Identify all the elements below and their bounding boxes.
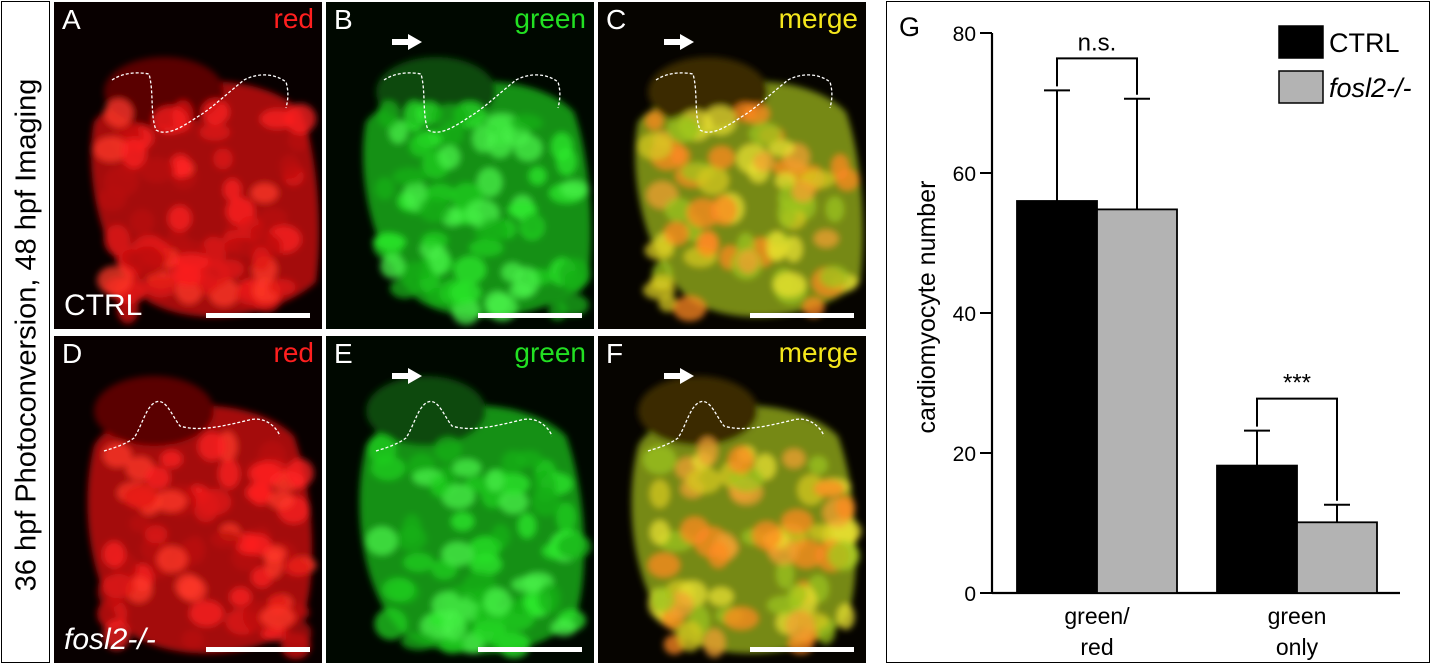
micrograph-image <box>54 2 322 329</box>
significance-bracket <box>1256 397 1338 501</box>
legend-label: fosl2-/- <box>1329 73 1412 103</box>
significance-bracket <box>1056 57 1138 95</box>
genotype-label: fosl2-/- <box>64 623 156 656</box>
panel-letter: B <box>334 4 353 35</box>
panel-letter: D <box>62 338 83 369</box>
y-tick-label: 80 <box>953 23 976 46</box>
panel-letter: E <box>334 338 353 369</box>
micrograph-image <box>598 336 866 663</box>
x-category-label: only <box>1276 634 1319 660</box>
x-category-label: green/ <box>1064 603 1130 629</box>
bar <box>1016 200 1098 594</box>
y-tick-label: 0 <box>964 583 976 606</box>
y-axis-label: cardiomyocyte number <box>913 181 941 434</box>
panel-e: E green <box>326 336 594 663</box>
panel-f: F merge <box>598 336 866 663</box>
scale-bar <box>206 647 310 652</box>
x-category-label: red <box>1080 634 1113 660</box>
panel-b: B green <box>326 2 594 329</box>
panel-c: C merge <box>598 2 866 329</box>
bar <box>1296 521 1378 594</box>
genotype-label: CTRL <box>64 289 143 322</box>
arrow-icon <box>392 34 422 50</box>
scale-bar <box>206 313 310 318</box>
scale-bar <box>750 313 854 318</box>
micrograph-image <box>54 336 322 663</box>
channel-label: merge <box>778 337 858 368</box>
bar-chart: G 0 20 40 60 80 cardiomyocyte number green/red g… <box>899 12 1412 660</box>
channel-label: red <box>273 337 314 368</box>
bar <box>1216 464 1298 594</box>
scale-bar <box>478 647 582 652</box>
panel-a: A red CTRL <box>54 2 322 329</box>
panel-letter: C <box>606 4 627 35</box>
micrograph-image <box>326 336 594 663</box>
channel-label: red <box>273 3 314 34</box>
y-tick-label: 60 <box>953 163 976 186</box>
y-tick-label: 40 <box>953 303 976 326</box>
legend-swatch <box>1278 70 1324 104</box>
micrograph-image <box>326 2 594 329</box>
scale-bar <box>478 313 582 318</box>
micrograph-image <box>598 2 866 329</box>
bar <box>1096 208 1178 594</box>
side-label-box: 36 hpf Photoconversion, 48 hpf Imaging <box>1 1 50 663</box>
y-tick-label: 20 <box>953 443 976 466</box>
significance-label: *** <box>1283 370 1311 397</box>
channel-label: green <box>514 3 586 34</box>
panel-letter: A <box>62 4 81 35</box>
panel-letter: G <box>899 12 920 42</box>
channel-label: green <box>514 337 586 368</box>
x-category-label: green <box>1268 603 1327 629</box>
experiment-label: 36 hpf Photoconversion, 48 hpf Imaging <box>10 78 43 592</box>
arrow-icon <box>664 34 694 50</box>
channel-label: merge <box>778 3 858 34</box>
legend-label: CTRL <box>1329 28 1400 58</box>
panel-d: D red fosl2-/- <box>54 336 322 663</box>
significance-label: n.s. <box>1078 29 1117 56</box>
panel-letter: F <box>606 338 624 369</box>
legend-swatch <box>1278 25 1324 59</box>
scale-bar <box>750 647 854 652</box>
arrow-icon <box>392 368 422 384</box>
arrow-icon <box>664 368 694 384</box>
chart-panel-g: G 0 20 40 60 80 cardiomyocyte number green/red g… <box>886 1 1430 663</box>
